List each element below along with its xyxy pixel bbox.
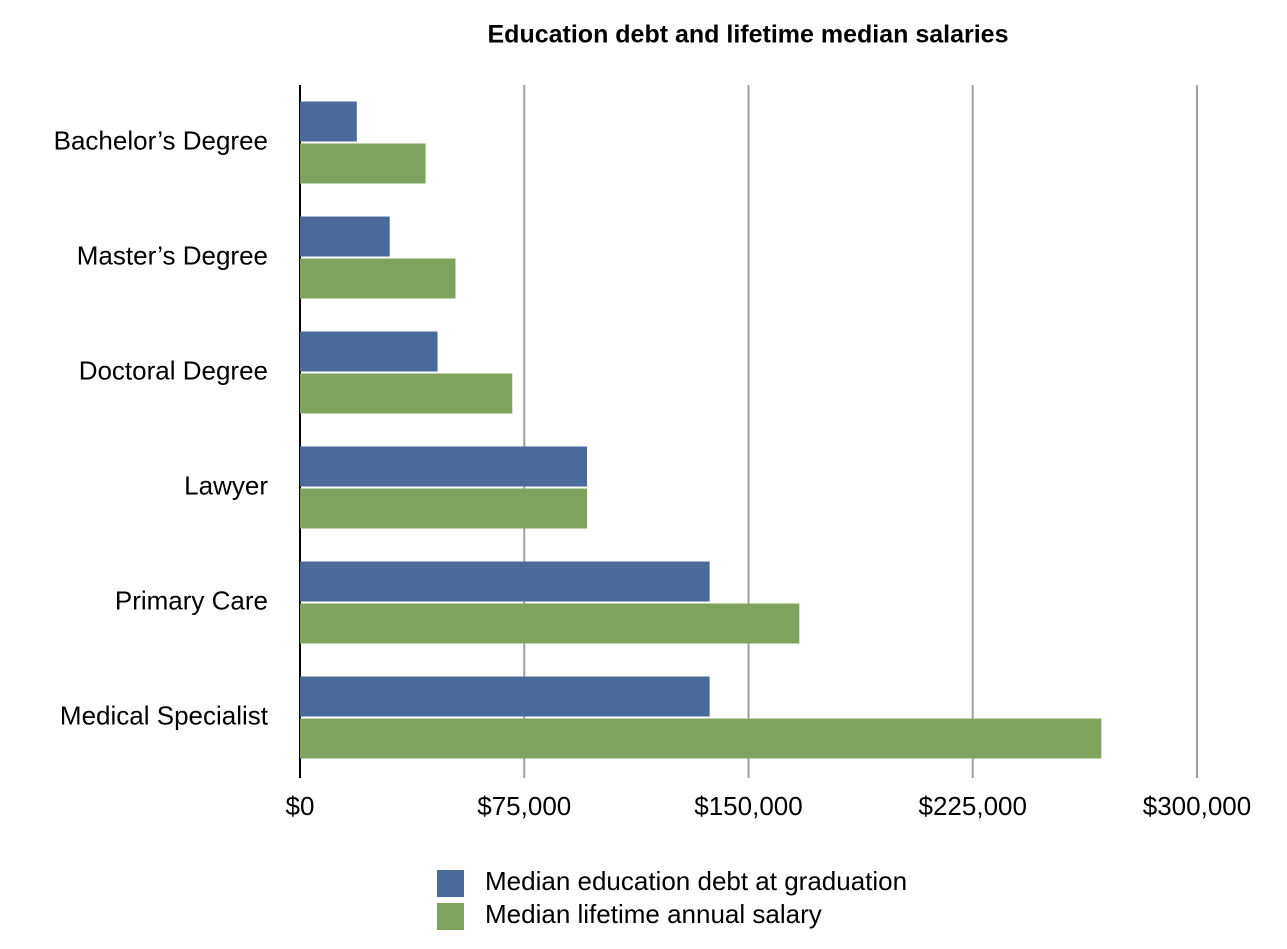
y-tick-label: Primary Care — [115, 585, 268, 615]
bar — [300, 561, 710, 602]
x-tick-label: $0 — [286, 791, 315, 821]
bar — [300, 331, 438, 372]
bar — [300, 676, 710, 717]
x-tick-label: $150,000 — [694, 791, 802, 821]
legend-label: Median lifetime annual salary — [485, 899, 822, 929]
bar — [300, 143, 426, 184]
bar — [300, 101, 357, 142]
y-tick-label: Lawyer — [184, 470, 268, 500]
bar — [300, 488, 588, 529]
legend-label: Median education debt at graduation — [485, 866, 907, 896]
bar — [300, 216, 390, 257]
x-tick-label: $225,000 — [919, 791, 1027, 821]
x-tick-label: $75,000 — [477, 791, 571, 821]
y-tick-label: Bachelor’s Degree — [54, 125, 268, 155]
bar — [300, 603, 800, 644]
y-tick-label: Master’s Degree — [77, 240, 268, 270]
bar — [300, 718, 1102, 759]
bar — [300, 446, 588, 487]
x-tick-label: $300,000 — [1143, 791, 1251, 821]
chart-title: Education debt and lifetime median salar… — [488, 21, 1009, 49]
legend-swatch — [437, 870, 464, 897]
bar — [300, 258, 456, 299]
bar — [300, 373, 513, 414]
y-tick-label: Medical Specialist — [60, 700, 269, 730]
legend-swatch — [437, 903, 464, 930]
y-tick-label: Doctoral Degree — [79, 355, 268, 385]
